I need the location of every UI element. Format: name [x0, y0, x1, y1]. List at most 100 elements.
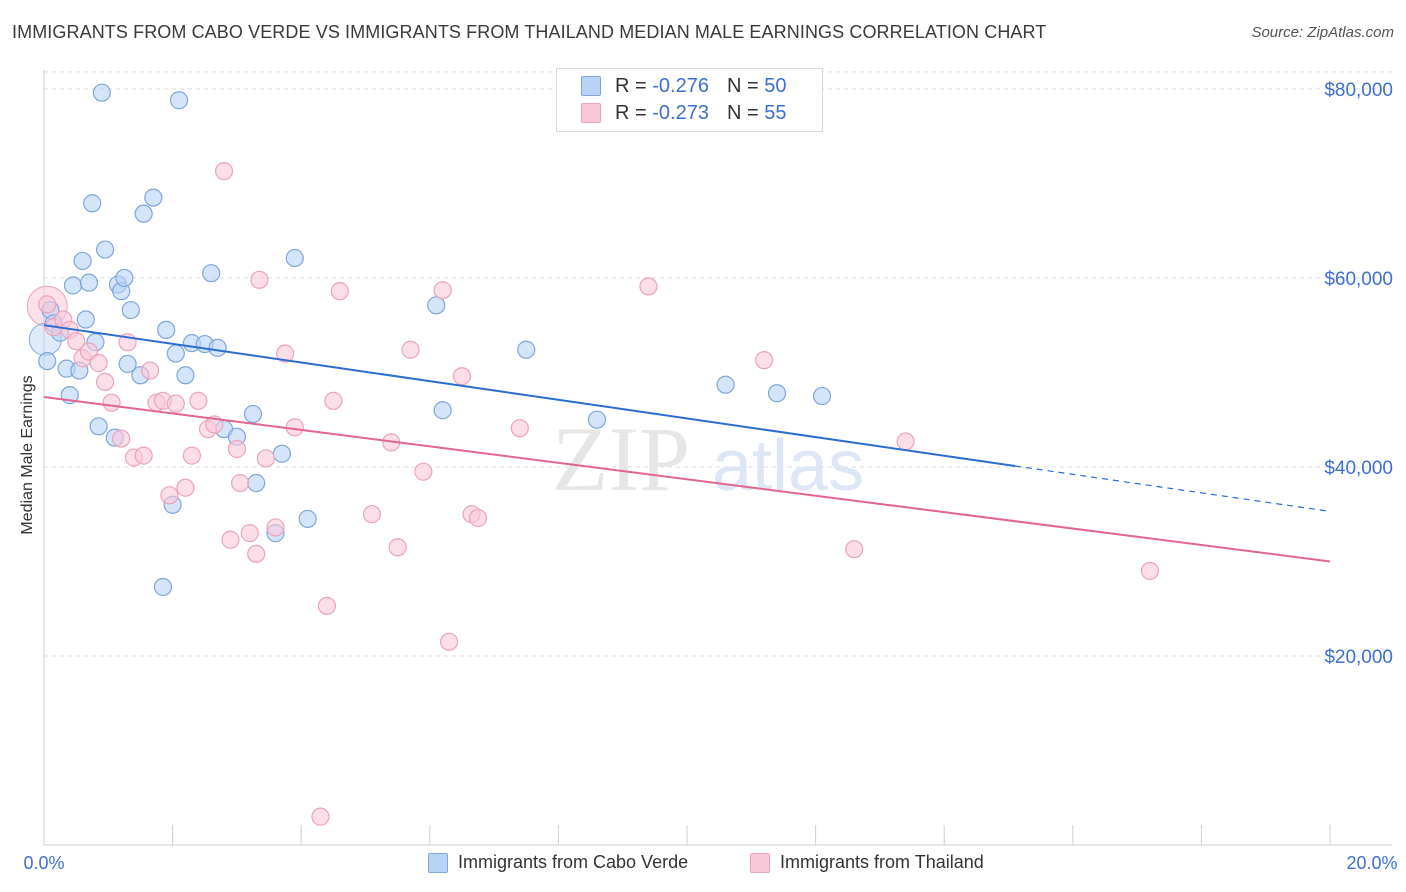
x-tick-label-min: 0.0%: [23, 853, 64, 873]
series-legend: Immigrants from Cabo Verde Immigrants fr…: [0, 852, 1406, 876]
y-axis-label: Median Male Earnings: [19, 375, 36, 535]
data-point-thailand: [38, 295, 57, 314]
data-point-thailand: [324, 391, 343, 410]
data-point-cabo-verde: [118, 354, 137, 374]
data-point-thailand: [67, 332, 86, 351]
data-point-cabo-verde: [134, 204, 153, 223]
data-point-cabo-verde: [92, 83, 111, 102]
legend-label-thailand: Immigrants from Thailand: [780, 852, 984, 872]
data-point-thailand: [189, 391, 208, 410]
watermark-zip: ZIP: [552, 408, 690, 510]
stats-legend-row-thailand: R = -0.273 N = 55: [581, 101, 786, 125]
data-point-cabo-verde: [517, 340, 536, 359]
data-point-thailand: [330, 282, 349, 301]
data-point-thailand: [317, 596, 337, 615]
data-point-cabo-verde: [285, 248, 304, 268]
data-point-thailand: [285, 418, 304, 437]
data-point-thailand: [388, 538, 407, 557]
watermark-atlas: atlas: [712, 426, 864, 506]
data-point-cabo-verde: [121, 300, 140, 320]
data-point-thailand: [140, 361, 160, 380]
data-point-cabo-verde: [298, 509, 317, 529]
data-point-thailand: [240, 524, 259, 543]
data-point-cabo-verde: [247, 473, 266, 493]
data-point-thailand: [214, 162, 234, 181]
data-point-thailand: [845, 540, 864, 559]
data-point-thailand: [112, 429, 131, 448]
n-value: 50: [764, 74, 787, 97]
data-point-cabo-verde: [716, 375, 735, 394]
legend-item-thailand[interactable]: Immigrants from Thailand: [750, 852, 984, 873]
data-point-thailand: [102, 393, 121, 412]
data-point-thailand: [452, 367, 472, 386]
stats-legend: R = -0.276 N = 50 R = -0.273 N = 55: [556, 68, 823, 132]
y-tick-label: $80,000: [1324, 80, 1393, 101]
data-point-thailand: [311, 807, 330, 826]
data-point-cabo-verde: [157, 320, 176, 340]
data-point-thailand: [231, 473, 250, 493]
y-tick-label: $40,000: [1324, 458, 1393, 479]
data-point-cabo-verde: [427, 296, 446, 315]
data-point-thailand: [276, 344, 295, 363]
data-point-cabo-verde: [169, 91, 189, 110]
data-point-cabo-verde: [95, 240, 115, 259]
y-tick-label: $20,000: [1324, 647, 1393, 668]
data-point-thailand: [362, 505, 382, 524]
r-label: R =: [615, 101, 647, 124]
trendline-cabo-verde-extension: [1014, 465, 1331, 512]
data-point-thailand: [755, 351, 774, 370]
data-point-thailand: [256, 449, 275, 468]
data-point-cabo-verde: [79, 273, 99, 292]
trendline-cabo-verde: [43, 324, 1016, 467]
data-point-thailand: [134, 446, 153, 465]
data-point-cabo-verde: [176, 366, 195, 385]
data-point-thailand: [160, 486, 179, 505]
source-label: Source: ZipAtlas.com: [1251, 24, 1394, 41]
data-point-cabo-verde: [202, 264, 221, 283]
data-point-thailand: [89, 353, 108, 373]
data-point-thailand: [247, 544, 266, 564]
cabo-verde-swatch: [581, 76, 601, 96]
data-point-cabo-verde: [272, 444, 292, 463]
data-point-cabo-verde: [243, 404, 263, 424]
data-point-thailand: [439, 632, 459, 651]
data-point-cabo-verde: [587, 410, 607, 429]
data-point-cabo-verde: [153, 577, 173, 597]
data-point-thailand: [166, 394, 185, 413]
data-point-cabo-verde: [144, 188, 163, 207]
data-point-thailand: [414, 462, 433, 481]
data-point-thailand: [433, 281, 452, 300]
chart-title: IMMIGRANTS FROM CABO VERDE VS IMMIGRANTS…: [12, 22, 1047, 42]
data-point-cabo-verde: [115, 268, 134, 288]
r-value: -0.273: [652, 101, 709, 124]
data-point-thailand: [221, 530, 240, 549]
trendline-thailand: [43, 396, 1331, 563]
data-point-cabo-verde: [812, 386, 832, 406]
data-point-thailand: [95, 372, 115, 391]
y-tick-label: $60,000: [1324, 269, 1393, 290]
data-point-thailand: [250, 270, 269, 289]
n-label: N =: [726, 74, 759, 97]
data-point-cabo-verde: [83, 194, 102, 213]
data-point-thailand: [182, 446, 201, 465]
r-value: -0.276: [652, 74, 709, 97]
legend-label-cabo-verde: Immigrants from Cabo Verde: [458, 852, 689, 872]
data-point-thailand: [468, 508, 488, 528]
data-point-thailand: [510, 419, 529, 438]
n-value: 55: [764, 101, 787, 124]
data-point-thailand: [176, 478, 195, 497]
data-point-cabo-verde: [767, 384, 787, 403]
x-tick-label-max: 20.0%: [1346, 853, 1397, 873]
stats-legend-row-cabo-verde: R = -0.276 N = 50: [581, 74, 786, 98]
data-point-cabo-verde: [433, 401, 452, 420]
cabo-verde-legend-swatch: [428, 852, 448, 873]
legend-item-cabo-verde[interactable]: Immigrants from Cabo Verde: [428, 852, 688, 873]
data-point-cabo-verde: [38, 351, 57, 371]
thailand-legend-swatch: [750, 852, 770, 873]
data-point-cabo-verde: [76, 310, 95, 329]
thailand-swatch: [581, 103, 601, 123]
data-point-cabo-verde: [73, 251, 92, 271]
data-point-thailand: [896, 432, 915, 451]
data-point-thailand: [639, 277, 658, 296]
